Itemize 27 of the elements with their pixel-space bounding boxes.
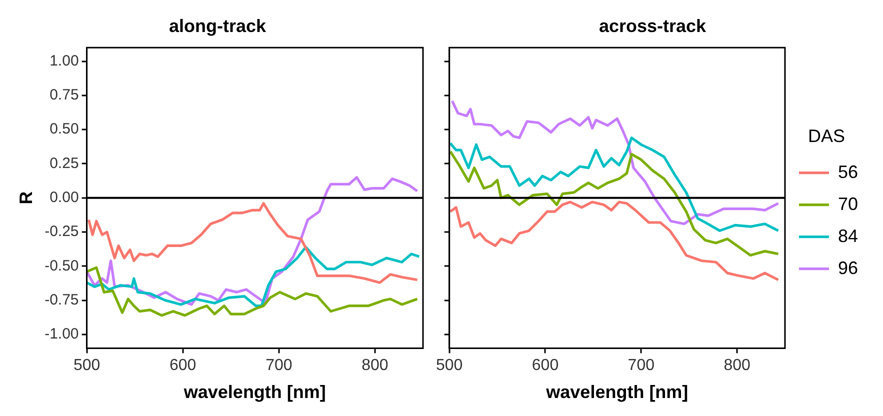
y-tick-label: -0.50 <box>44 257 79 274</box>
y-tick-label: -0.75 <box>44 292 79 309</box>
y-tick-label: -1.00 <box>44 326 79 343</box>
y-tick-label: -0.25 <box>44 223 79 240</box>
y-tick-label: 1.00 <box>50 52 79 70</box>
y-tick-label: 0.75 <box>50 86 79 104</box>
y-tick-label: 0.00 <box>50 189 79 206</box>
x-tick-label: 800 <box>724 357 750 374</box>
legend-title: DAS <box>808 126 845 146</box>
x-tick-label: 700 <box>266 357 292 374</box>
x-axis-title: wavelength [nm] <box>182 382 326 402</box>
x-tick-label: 800 <box>362 357 388 374</box>
chart-title: along-track <box>168 16 267 36</box>
chart-title: across-track <box>598 16 708 36</box>
legend-label: 84 <box>838 226 858 246</box>
x-tick-label: 500 <box>436 357 463 374</box>
legend-label: 96 <box>838 258 858 278</box>
legend-label: 70 <box>838 194 858 214</box>
x-tick-label: 700 <box>628 357 655 374</box>
x-axis-title: wavelength [nm] <box>545 382 688 402</box>
y-tick-label: 0.25 <box>50 154 79 172</box>
y-tick-label: 0.50 <box>50 120 79 138</box>
y-axis-title: R <box>16 191 36 204</box>
x-tick-label: 600 <box>532 357 559 374</box>
x-tick-label: 600 <box>170 357 196 374</box>
x-tick-label: 500 <box>73 357 100 374</box>
legend-label: 56 <box>838 162 858 182</box>
